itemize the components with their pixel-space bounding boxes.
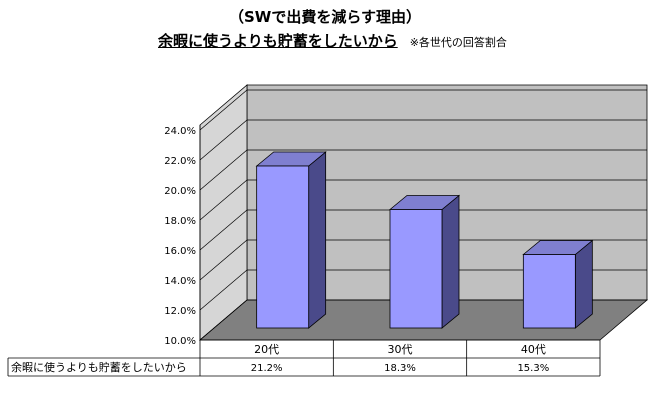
subtitle-row: 余暇に使うよりも貯蓄をしたいから ※各世代の回答割合 [158,30,507,51]
bar-front [256,165,310,329]
bar-side [574,239,593,329]
bar-side [441,194,460,329]
bar-front [522,254,576,329]
x-category-label: 20代 [254,343,279,356]
data-label: 15.3% [517,363,549,374]
gridline-side [199,209,248,251]
y-tick-label: 24.0% [164,126,196,137]
y-tick-label: 16.0% [164,246,196,257]
y-tick-label: 18.0% [164,216,196,227]
bar-30代 [388,194,461,329]
y-tick-label: 20.0% [164,186,196,197]
x-category-label: 40代 [521,343,546,356]
gridline-side [199,239,248,281]
bar-20代 [255,151,327,329]
bar-front [389,209,443,329]
x-category-label: 30代 [388,343,413,356]
gridline-side [199,269,248,311]
bar-side [308,151,327,329]
bar-40代 [522,239,594,329]
data-label: 18.3% [384,363,416,374]
chart-title: （SWで出費を減らす理由） [228,8,422,26]
y-tick-label: 10.0% [164,336,196,347]
gridline-side [199,179,248,221]
chart-note: ※各世代の回答割合 [409,36,507,49]
gridline-side [199,119,248,161]
data-label: 21.2% [251,363,283,374]
y-tick-label: 12.0% [164,306,196,317]
gridline-side [199,149,248,191]
y-tick-label: 22.0% [164,156,196,167]
gridline-side [199,299,248,341]
y-tick-label: 14.0% [164,276,196,287]
gridline-side [199,89,248,131]
series-name-label: 余暇に使うよりも貯蓄をしたいから [11,360,187,374]
chart-side-wall [199,84,248,341]
chart-subtitle: 余暇に使うよりも貯蓄をしたいから [158,32,398,50]
